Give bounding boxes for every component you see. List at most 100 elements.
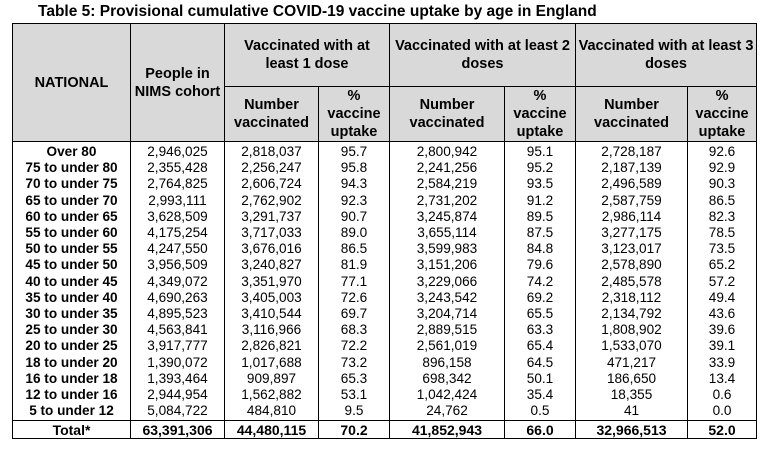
dose2-pct-cell: 50.1 [503,370,577,387]
dose3-number-cell: 2,986,114 [575,208,689,225]
dose3-pct-cell: 90.3 [687,176,758,193]
cohort-cell: 4,247,550 [130,241,225,258]
table-row: 5 to under 12 5,084,722 484,810 9.5 24,762 0.… [12,403,758,422]
dose2-number-cell: 3,229,066 [389,273,505,290]
dose1-pct-cell: 77.1 [318,273,390,290]
dose3-pct-cell: 0.6 [687,386,758,403]
dose1-number-cell: 2,606,724 [224,176,319,193]
age-label: 65 to under 70 [12,192,131,209]
dose1-pct-cell: 81.9 [318,257,390,274]
table-row: 25 to under 30 4,563,841 3,116,966 68.3 2,88… [12,322,758,339]
dose3-pct-cell: 43.6 [687,305,758,323]
age-label: 50 to under 55 [12,241,131,258]
table-row: 65 to under 70 2,993,111 2,762,902 92.3 2,73… [12,192,758,209]
total-dose1-pct-cell: 70.2 [318,420,390,440]
cohort-cell: 4,690,263 [130,289,225,306]
dose2-number-cell: 2,561,019 [389,338,505,355]
dose1-pct-cell: 89.0 [318,224,390,242]
table-body: Over 80 2,946,025 2,818,037 95.7 2,800,942 95… [12,141,758,440]
cohort-cell: 3,956,509 [130,257,225,274]
dose2-number-cell: 3,655,114 [389,224,505,242]
age-label: Over 80 [12,141,131,161]
table-row: 75 to under 80 2,355,428 2,256,247 95.8 2,24… [12,160,758,177]
vaccine-uptake-table: NATIONAL People in NIMS cohort Vaccinate… [12,23,758,440]
cohort-cell: 2,944,954 [130,386,225,403]
dose3-pct-cell: 65.2 [687,257,758,274]
cohort-cell: 4,563,841 [130,322,225,339]
header-dose1: Vaccinated with at least 1 dose [224,23,390,87]
dose3-pct-cell: 33.9 [687,354,758,371]
table-row: 70 to under 75 2,764,825 2,606,724 94.3 2,58… [12,176,758,193]
dose3-number-cell: 2,578,890 [575,257,689,274]
header-dose1-pct: % vaccine uptake [318,86,390,142]
table-row: 16 to under 18 1,393,464 909,897 65.3 698,34… [12,370,758,387]
age-label: 5 to under 12 [12,403,131,422]
dose3-pct-cell: 92.6 [687,141,758,161]
age-label: 18 to under 20 [12,354,131,371]
dose1-number-cell: 2,826,821 [224,338,319,355]
dose3-number-cell: 3,123,017 [575,241,689,258]
dose3-pct-cell: 39.6 [687,322,758,339]
header-dose3: Vaccinated with at least 3 doses [575,23,758,87]
dose1-number-cell: 3,717,033 [224,224,319,242]
total-cohort-cell: 63,391,306 [130,420,225,440]
dose1-number-cell: 3,240,827 [224,257,319,274]
cohort-cell: 2,764,825 [130,176,225,193]
dose1-pct-cell: 68.3 [318,322,390,339]
total-dose1-number-cell: 44,480,115 [224,420,319,440]
header-nims-cohort: People in NIMS cohort [130,23,225,142]
dose3-pct-cell: 73.5 [687,241,758,258]
dose3-pct-cell: 82.3 [687,208,758,225]
dose1-number-cell: 3,405,003 [224,289,319,306]
age-label: 70 to under 75 [12,176,131,193]
dose2-number-cell: 3,204,714 [389,305,505,323]
dose1-number-cell: 3,351,970 [224,273,319,290]
dose3-pct-cell: 0.0 [687,403,758,422]
age-label: 55 to under 60 [12,224,131,242]
table-row: 20 to under 25 3,917,777 2,826,821 72.2 2,56… [12,338,758,355]
dose2-number-cell: 2,241,256 [389,160,505,177]
dose2-pct-cell: 95.2 [503,160,577,177]
dose3-pct-cell: 86.5 [687,192,758,209]
dose2-pct-cell: 87.5 [503,224,577,242]
dose3-number-cell: 2,728,187 [575,141,689,161]
dose1-number-cell: 3,116,966 [224,322,319,339]
age-label: 30 to under 35 [12,305,131,323]
age-label: 75 to under 80 [12,160,131,177]
header-dose3-number: Number vaccinated [575,86,689,142]
dose3-pct-cell: 49.4 [687,289,758,306]
dose1-pct-cell: 65.3 [318,370,390,387]
dose3-pct-cell: 92.9 [687,160,758,177]
dose1-number-cell: 1,017,688 [224,354,319,371]
total-dose3-pct-cell: 52.0 [687,420,758,440]
dose1-number-cell: 3,410,544 [224,305,319,323]
dose1-number-cell: 1,562,882 [224,386,319,403]
age-label: 25 to under 30 [12,322,131,339]
dose2-number-cell: 3,599,983 [389,241,505,258]
dose2-pct-cell: 95.1 [503,141,577,161]
dose1-pct-cell: 9.5 [318,403,390,422]
dose2-pct-cell: 35.4 [503,386,577,403]
dose2-number-cell: 896,158 [389,354,505,371]
dose3-number-cell: 2,587,759 [575,192,689,209]
dose1-pct-cell: 72.6 [318,289,390,306]
table-row: Over 80 2,946,025 2,818,037 95.7 2,800,942 95… [12,141,758,161]
cohort-cell: 2,355,428 [130,160,225,177]
cohort-cell: 4,349,072 [130,273,225,290]
dose2-pct-cell: 79.6 [503,257,577,274]
dose2-number-cell: 698,342 [389,370,505,387]
table-row: 30 to under 35 4,895,523 3,410,544 69.7 3,20… [12,305,758,323]
cohort-cell: 1,393,464 [130,370,225,387]
header-national: NATIONAL [12,23,131,142]
table-row: 50 to under 55 4,247,550 3,676,016 86.5 3,59… [12,241,758,258]
dose2-pct-cell: 74.2 [503,273,577,290]
dose1-pct-cell: 92.3 [318,192,390,209]
dose2-number-cell: 3,151,206 [389,257,505,274]
cohort-cell: 1,390,072 [130,354,225,371]
dose2-number-cell: 1,042,424 [389,386,505,403]
table-title: Table 5: Provisional cumulative COVID-19… [38,3,597,20]
dose1-number-cell: 2,762,902 [224,192,319,209]
dose2-number-cell: 2,584,219 [389,176,505,193]
table-row: 35 to under 40 4,690,263 3,405,003 72.6 3,24… [12,289,758,306]
age-label: 20 to under 25 [12,338,131,355]
